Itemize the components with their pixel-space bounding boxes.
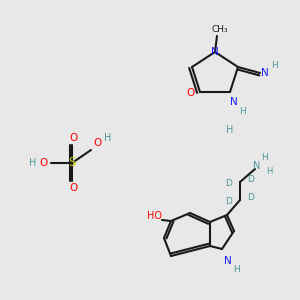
Text: H: H: [238, 106, 245, 116]
Text: O: O: [69, 183, 77, 193]
Text: O: O: [187, 88, 195, 98]
Text: CH₃: CH₃: [212, 26, 228, 34]
Text: O: O: [94, 138, 102, 148]
Text: H: H: [226, 125, 234, 135]
Text: N: N: [211, 47, 219, 57]
Text: N: N: [253, 161, 261, 171]
Text: O: O: [40, 158, 48, 168]
Text: N: N: [230, 97, 238, 107]
Text: D: D: [226, 178, 232, 188]
Text: N: N: [261, 68, 269, 78]
Text: HO: HO: [148, 211, 163, 221]
Text: H: H: [262, 154, 268, 163]
Text: H: H: [271, 61, 278, 70]
Text: D: D: [248, 193, 254, 202]
Text: O: O: [69, 133, 77, 143]
Text: D: D: [248, 175, 254, 184]
Text: H: H: [266, 167, 272, 176]
Text: S: S: [68, 157, 76, 169]
Text: H: H: [104, 133, 112, 143]
Text: N: N: [224, 256, 232, 266]
Text: H: H: [234, 265, 240, 274]
Text: H: H: [29, 158, 37, 168]
Text: D: D: [226, 196, 232, 206]
